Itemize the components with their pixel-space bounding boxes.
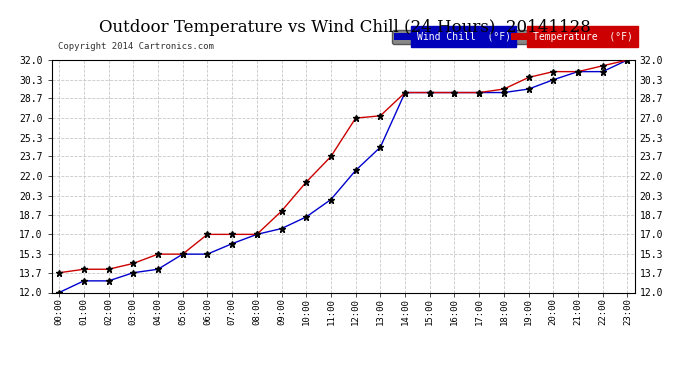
Text: Copyright 2014 Cartronics.com: Copyright 2014 Cartronics.com (57, 42, 213, 51)
Text: Outdoor Temperature vs Wind Chill (24 Hours)  20141128: Outdoor Temperature vs Wind Chill (24 Ho… (99, 19, 591, 36)
Legend: Wind Chill  (°F), Temperature  (°F): Wind Chill (°F), Temperature (°F) (393, 30, 635, 44)
